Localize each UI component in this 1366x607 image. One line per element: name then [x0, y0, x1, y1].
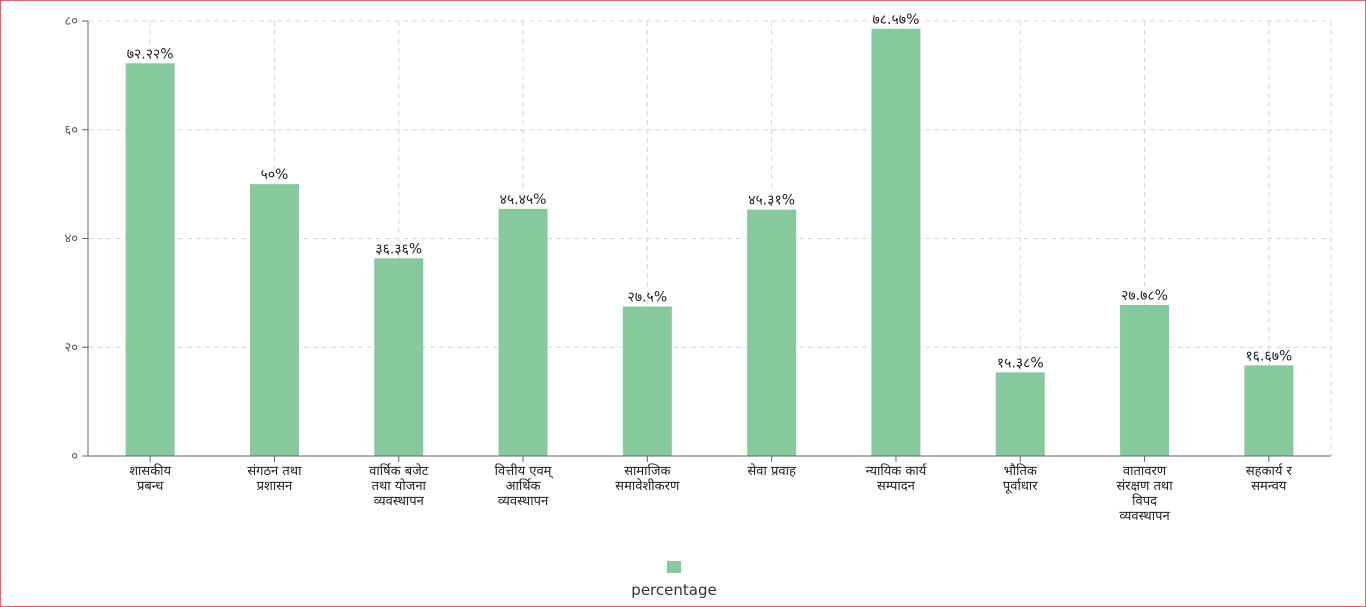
bar-value-label: ७२.२२% [127, 46, 174, 62]
x-category-label: वार्षिक बजेट तथा योजना व्यवस्थापन [369, 463, 429, 509]
x-category-label-line: सेवा प्रवाह [747, 463, 797, 479]
legend-swatch [667, 561, 681, 573]
y-tick-label: ८० [64, 14, 78, 29]
x-category-label: सहकार्य र समन्वय [1246, 463, 1293, 494]
x-category-label-line: संगठन तथा [247, 464, 302, 479]
bar [1244, 365, 1294, 456]
bars [125, 28, 1294, 457]
y-tick-label: २० [64, 340, 78, 355]
bar [1120, 304, 1170, 456]
bar-value-label: ७८.५७% [873, 12, 920, 28]
bar [995, 372, 1045, 456]
x-category-label-line: वातावरण [1123, 464, 1167, 479]
x-category-label-line: शासकीय [129, 463, 171, 479]
bar [125, 63, 175, 457]
x-category-label: वातावरण संरक्षण तथा विपद व्यवस्थापन [1117, 464, 1174, 524]
axes [82, 20, 1331, 462]
x-category-label-line: प्रशासन [257, 479, 293, 494]
x-category-label-line: वित्तीय एवम् [495, 463, 554, 479]
bar [249, 184, 299, 456]
x-category-label-line: संरक्षण तथा [1117, 479, 1174, 494]
x-category-label-line: समन्वय [1251, 479, 1287, 494]
bar-value-label: २७.५% [628, 289, 668, 305]
x-category-label: वित्तीय एवम् आर्थिक व्यवस्थापन [495, 463, 554, 509]
legend: percentage [631, 561, 717, 599]
x-category-label: संगठन तथा प्रशासन [247, 464, 302, 494]
bar-value-label: ४५.४५% [500, 192, 547, 208]
bar [374, 258, 424, 456]
legend-label: percentage [631, 581, 716, 599]
x-category-label: भौतिक पूर्वाधार [1003, 463, 1038, 494]
x-category-label-line: सामाजिक [624, 463, 671, 479]
x-category-label-line: सहकार्य र [1246, 463, 1293, 479]
x-category-label-line: सम्पादन [877, 479, 916, 494]
y-tick-label: ० [71, 449, 78, 464]
labels: ० २० ४० ६० ८० ७२.२२% शासकीय प्रबन्ध ५०% संगठन तथा… [64, 12, 1292, 524]
x-category-label-line: आर्थिक [506, 478, 542, 494]
bar [498, 208, 548, 456]
bar [622, 306, 672, 456]
x-category-label: सेवा प्रवाह [747, 463, 797, 479]
y-tick-label: ४० [64, 232, 78, 247]
x-category-label-line: व्यवस्थापन [374, 494, 425, 509]
x-category-label-line: वार्षिक बजेट [369, 463, 429, 479]
bar-value-label: १५.३८% [997, 355, 1044, 371]
bar-value-label: २७.७८% [1121, 288, 1168, 304]
x-category-label-line: पूर्वाधार [1003, 478, 1038, 494]
x-category-label-line: विपद [1132, 493, 1158, 509]
bar-value-label: ५०% [261, 167, 289, 183]
x-category-label-line: व्यवस्थापन [1119, 509, 1170, 524]
x-category-label: सामाजिक समावेशीकरण [615, 463, 680, 494]
x-category-label: न्यायिक कार्य सम्पादन [866, 463, 928, 494]
x-category-label-line: प्रबन्ध [137, 479, 164, 494]
x-category-label-line: तथा योजना [372, 478, 427, 494]
x-category-label-line: व्यवस्थापन [498, 494, 549, 509]
x-category-label: शासकीय प्रबन्ध [129, 463, 171, 494]
x-category-label-line: समावेशीकरण [615, 478, 680, 494]
x-category-label-line: भौतिक [1004, 463, 1038, 479]
x-category-label-line: न्यायिक कार्य [866, 463, 928, 479]
bar-value-label: १६.६७% [1245, 348, 1292, 364]
bar [871, 28, 921, 456]
y-tick-label: ६० [64, 123, 78, 138]
bar [747, 209, 797, 456]
bar-value-label: ३६.३६% [375, 241, 422, 257]
bar-value-label: ४५.३१% [748, 193, 795, 209]
